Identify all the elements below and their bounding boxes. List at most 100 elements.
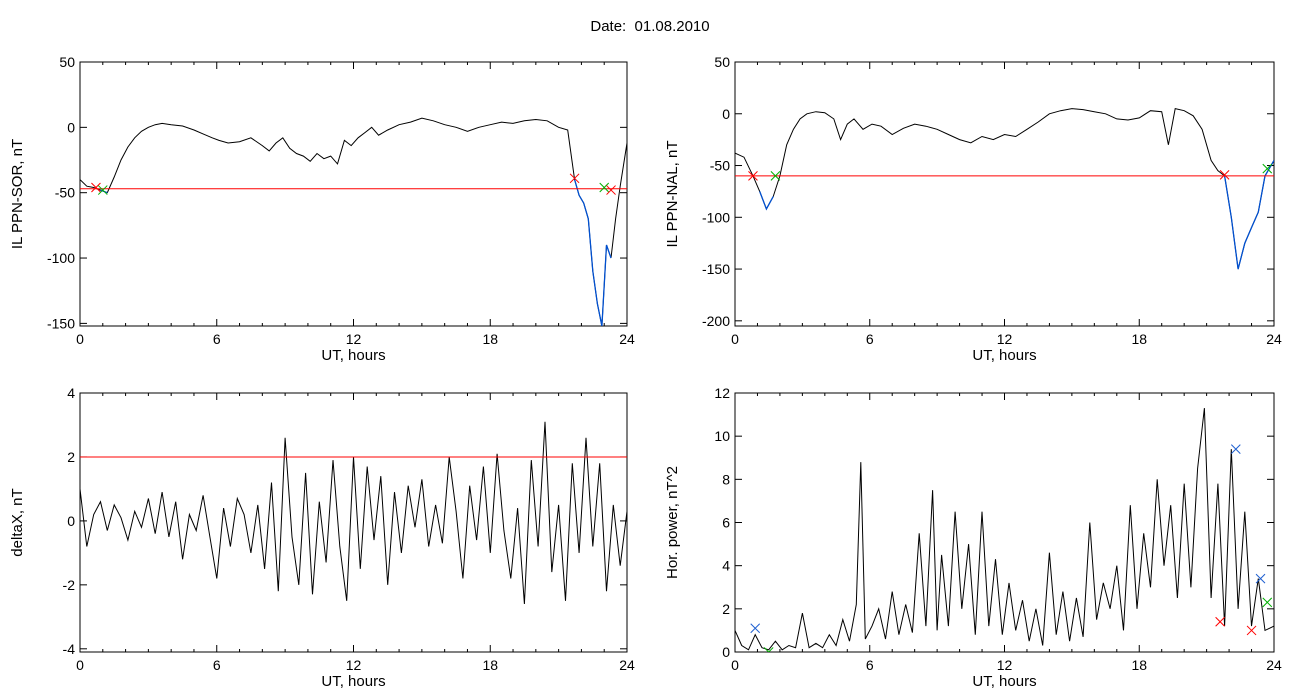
marker-stroke [97,185,108,195]
marker-stroke [1215,616,1225,627]
y-tick-label: 2 [722,601,730,617]
y-tick-label: 10 [714,428,730,444]
x-tick-label: 24 [619,331,635,347]
y-tick-label: 6 [722,515,730,531]
x-tick-label: 0 [731,657,739,673]
marker-green-cross [763,647,774,652]
marker-red-cross [1246,625,1257,636]
plot-area [80,421,627,605]
marker-red-cross [91,182,101,193]
marker-red-cross [1219,169,1230,180]
plot-area [80,117,627,326]
marker-blue-cross [1255,573,1266,584]
series-line [735,107,1274,270]
page-title: Date: 01.08.2010 [590,18,710,35]
plot-area [735,107,1274,270]
x-tick-label: 6 [866,657,874,673]
x-axis-label: UT, hours [321,673,385,690]
x-tick-label: 12 [997,657,1013,673]
y-tick-label: 4 [722,558,730,574]
marker-stroke [763,647,770,652]
plot-frame [734,392,1275,653]
chart-panel-4: 0 6 12 18 24 12 10 8 6 4 2 0 UT, hours Hor. power, nT… [664,385,1282,690]
x-tick-label: 18 [482,657,498,673]
y-tick-label: 50 [59,54,75,70]
y-tick-label: 2 [67,449,75,465]
marker-red-cross [748,171,758,181]
x-axis-label: UT, hours [972,347,1036,364]
chart-panel-2: 0 6 12 18 24 50 0 -50 -100 -150 -200 UT, hours IL PP… [664,54,1282,364]
y-tick-label: -2 [63,577,76,593]
x-tick-label: 24 [1266,657,1282,673]
x-tick-label: 6 [213,657,221,673]
marker-green-cross [599,182,610,193]
marker-stroke [606,185,616,195]
onset-segment [759,191,774,211]
x-tick-label: 12 [997,331,1013,347]
chart-panel-3: 0 6 12 18 24 4 2 0 -2 -4 UT, hours deltaX, nT [9,385,635,690]
plot-frame [79,392,628,653]
marker-stroke [91,182,101,193]
marker-green-cross [770,171,781,181]
y-tick-label: 8 [722,471,730,487]
y-tick-label: -4 [63,641,76,657]
marker-stroke [767,647,774,652]
x-tick-label: 18 [1131,657,1147,673]
plot-frame [734,61,1275,327]
y-tick-label: 50 [714,54,730,70]
x-tick-label: 0 [76,657,84,673]
marker-stroke [1262,163,1273,174]
marker-stroke [1219,169,1230,180]
marker-stroke [1255,573,1266,584]
x-tick-label: 12 [346,657,362,673]
y-tick-label: 0 [67,513,75,529]
marker-stroke [1262,597,1273,608]
marker-red-cross [1215,616,1225,627]
marker-stroke [569,173,580,184]
y-tick-label: -50 [710,158,730,174]
y-tick-label: 0 [67,119,75,135]
marker-stroke [1230,444,1241,454]
plot-area [735,408,1274,652]
y-tick-label: -200 [702,313,730,329]
y-tick-label: -100 [47,250,75,266]
marker-stroke [748,171,758,181]
y-tick-label: -150 [702,261,730,277]
x-tick-label: 0 [731,331,739,347]
y-axis-label: deltaX, nT [9,488,26,556]
y-tick-label: 4 [67,385,75,401]
marker-green-cross [97,185,108,195]
marker-stroke [750,623,761,634]
plot-frame [79,61,628,327]
marker-red-cross [569,173,580,184]
x-tick-label: 18 [1131,331,1147,347]
y-tick-label: -150 [47,315,75,331]
y-axis-label: IL PPN-NAL, nT [664,141,681,248]
x-tick-label: 6 [213,331,221,347]
marker-blue-cross [1230,444,1241,454]
y-tick-label: 0 [722,644,730,660]
series-line [80,421,627,605]
marker-stroke [599,182,610,193]
x-tick-label: 18 [482,331,498,347]
marker-green-cross [1262,597,1273,608]
onset-segment [573,179,612,326]
x-tick-label: 0 [76,331,84,347]
y-tick-label: 0 [722,106,730,122]
marker-blue-cross [750,623,761,634]
series-line [735,408,1274,651]
x-tick-label: 24 [1266,331,1282,347]
marker-stroke [770,171,781,181]
x-tick-label: 24 [619,657,635,673]
y-tick-label: -50 [55,185,75,201]
x-tick-label: 12 [346,331,362,347]
x-axis-label: UT, hours [321,347,385,364]
x-axis-label: UT, hours [972,673,1036,690]
chart-panel-1: 0 6 12 18 24 50 0 -50 -100 -150 UT, hours IL PPN-SO… [9,54,635,364]
marker-stroke [1246,625,1257,636]
y-axis-label: Hor. power, nT^2 [664,466,681,579]
y-axis-label: IL PPN-SOR, nT [9,139,26,249]
x-tick-label: 6 [866,331,874,347]
series-line [80,117,627,326]
